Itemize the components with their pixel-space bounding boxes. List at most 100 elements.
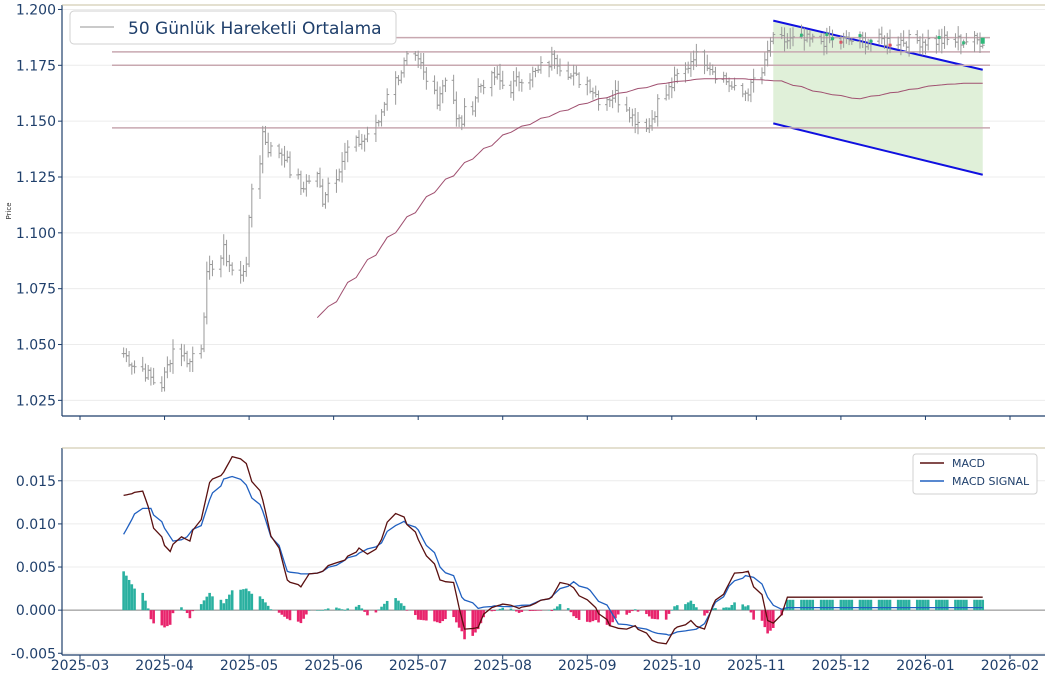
macd-histogram-bar bbox=[605, 610, 609, 625]
macd-line bbox=[123, 455, 983, 645]
macd-histogram-bar bbox=[280, 610, 284, 615]
macd-histogram-bar bbox=[211, 596, 214, 611]
macd-histogram-bar bbox=[539, 610, 543, 611]
macd-histogram-bar bbox=[766, 610, 769, 634]
macd-histogram-bar bbox=[763, 610, 767, 628]
macd-histogram-bar bbox=[943, 599, 946, 611]
macd-histogram-bar bbox=[553, 608, 556, 611]
macd-histogram-bar bbox=[416, 610, 420, 620]
macd-histogram-bar bbox=[230, 590, 234, 611]
macd-histogram-bar bbox=[575, 610, 578, 619]
macd-histogram-bar bbox=[490, 610, 494, 612]
macd-histogram-bar bbox=[202, 600, 206, 611]
macd-panel: -0.005 0.000 0.005 0.010 0.015 2025-03 2025-04… bbox=[11, 447, 1045, 674]
macd-histogram-bar bbox=[744, 606, 747, 611]
macd-histogram-bar bbox=[825, 599, 829, 611]
macd-legend-label: MACD bbox=[952, 457, 985, 470]
macd-histogram-bar bbox=[802, 599, 806, 611]
price-legend-label: 50 Günlük Hareketli Ortalama bbox=[128, 19, 382, 39]
macd-histogram-bar bbox=[493, 610, 496, 612]
macd-histogram-bar bbox=[122, 571, 125, 611]
macd-histogram-bar bbox=[746, 605, 750, 611]
signal-marker bbox=[962, 41, 966, 45]
macd-histogram-bar bbox=[498, 608, 502, 611]
macd-histogram-bar bbox=[842, 599, 845, 611]
macd-histogram-bar bbox=[981, 599, 985, 611]
macd-histogram-bar bbox=[877, 599, 881, 611]
macd-histogram-bar bbox=[397, 600, 400, 611]
macd-y-tick-label: 0.005 bbox=[16, 560, 56, 576]
macd-histogram-bar bbox=[954, 599, 957, 611]
macd-histogram-bar bbox=[631, 610, 634, 612]
price-y-tick-label: 1.200 bbox=[16, 2, 56, 18]
macd-histogram-bar bbox=[918, 599, 922, 611]
macd-histogram-bar bbox=[324, 609, 327, 611]
macd-histogram-bar bbox=[160, 610, 164, 626]
signal-marker bbox=[937, 36, 941, 40]
macd-histogram-bar bbox=[800, 599, 803, 611]
channel-lower-line bbox=[773, 122, 983, 176]
macd-histogram-bar bbox=[608, 610, 612, 627]
macd-histogram-bar bbox=[517, 610, 521, 613]
macd-histogram-bar bbox=[366, 610, 369, 616]
macd-x-tick-label: 2025-09 bbox=[558, 658, 617, 674]
macd-histogram-bar bbox=[591, 610, 595, 622]
macd-histogram-bar bbox=[199, 604, 203, 611]
macd-histogram-bar bbox=[277, 610, 281, 613]
macd-histogram-bar bbox=[733, 602, 736, 611]
macd-histogram-bar bbox=[133, 588, 136, 611]
macd-histogram-bar bbox=[321, 610, 325, 611]
macd-x-tick-label: 2025-04 bbox=[135, 658, 194, 674]
macd-histogram-bar bbox=[645, 610, 648, 615]
macd-histogram-bar bbox=[441, 610, 445, 622]
price-y-tick-label: 1.175 bbox=[16, 58, 56, 74]
macd-histogram-bar bbox=[264, 602, 267, 611]
macd-histogram-bar bbox=[266, 605, 270, 611]
macd-histogram-bar bbox=[866, 599, 870, 611]
macd-histogram-bar bbox=[973, 599, 976, 611]
macd-histogram-bar bbox=[242, 589, 245, 611]
macd-x-tick-label: 2026-02 bbox=[981, 658, 1040, 674]
price-y-tick-label: 1.100 bbox=[16, 226, 56, 242]
macd-histogram-bar bbox=[822, 599, 826, 611]
macd-histogram-bar bbox=[501, 607, 505, 611]
macd-histogram-bar bbox=[337, 608, 341, 611]
macd-histogram-bar bbox=[383, 603, 386, 611]
macd-histogram-bar bbox=[752, 610, 755, 620]
macd-histogram-bar bbox=[433, 610, 436, 622]
macd-histogram-bar bbox=[471, 610, 475, 636]
macd-histogram-bar bbox=[708, 610, 712, 611]
macd-x-tick-label: 2025-03 bbox=[51, 658, 110, 674]
signal-legend-label: MACD SIGNAL bbox=[952, 475, 1030, 488]
macd-histogram-bar bbox=[883, 599, 886, 611]
macd-histogram-bar bbox=[902, 599, 905, 611]
macd-histogram-bar bbox=[625, 610, 629, 615]
macd-histogram-bar bbox=[869, 599, 873, 611]
macd-x-tick-label: 2025-07 bbox=[389, 658, 448, 674]
macd-histogram-bar bbox=[476, 610, 480, 630]
macd-histogram-bar bbox=[965, 599, 968, 611]
price-ylabel: Price bbox=[5, 202, 13, 219]
macd-histogram-bar bbox=[675, 605, 679, 611]
last-bar-marker bbox=[980, 37, 985, 44]
macd-histogram-bar bbox=[811, 599, 815, 611]
macd-histogram-bar bbox=[130, 584, 134, 611]
macd-histogram-bar bbox=[741, 604, 745, 611]
macd-histogram-bar bbox=[791, 599, 795, 611]
macd-histogram-bar bbox=[945, 599, 949, 611]
macd-histogram-bar bbox=[188, 610, 192, 619]
macd-histogram-bar bbox=[127, 579, 131, 611]
macd-histogram-bar bbox=[444, 610, 447, 620]
macd-histogram-bar bbox=[650, 610, 654, 619]
macd-histogram-bar bbox=[455, 610, 458, 623]
macd-histogram-bar bbox=[831, 599, 834, 611]
macd-histogram-bar bbox=[850, 599, 854, 611]
macd-x-tick-label: 2026-01 bbox=[896, 658, 955, 674]
signal-marker bbox=[825, 32, 829, 36]
macd-x-tick-label: 2025-06 bbox=[304, 658, 363, 674]
macd-histogram-bar bbox=[692, 603, 695, 611]
macd-histogram-bar bbox=[185, 610, 189, 614]
macd-histogram-bar bbox=[722, 607, 725, 611]
macd-histogram-bar bbox=[296, 610, 300, 622]
